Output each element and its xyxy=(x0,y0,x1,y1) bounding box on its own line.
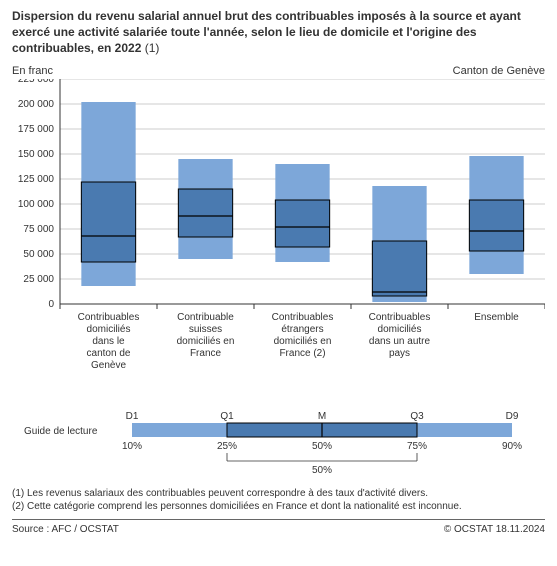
reading-guide: Guide de lecture D1 Q1 M Q3 D9 10% 25% 50% 75% 90%… xyxy=(12,405,545,481)
svg-text:50 000: 50 000 xyxy=(23,249,54,260)
footer-divider xyxy=(12,519,545,520)
figure-title-suffix: (1) xyxy=(141,41,159,55)
svg-text:150 000: 150 000 xyxy=(18,149,55,160)
footnotes: (1) Les revenus salariaux des contribuab… xyxy=(12,487,545,513)
svg-text:Contribuablesuissesdomiciliés: Contribuablesuissesdomiciliés enFrance xyxy=(177,312,235,359)
y-axis-unit-label: En franc xyxy=(12,65,53,77)
boxplot-chart: 0 25 000 50 000 75 000 100 000 125 000 150 000… xyxy=(12,79,545,349)
svg-text:225 000: 225 000 xyxy=(18,79,55,85)
svg-text:Q3: Q3 xyxy=(410,411,424,422)
svg-text:Contribuablesdomiciliésdans le: Contribuablesdomiciliésdans lecanton deG… xyxy=(78,312,140,371)
svg-text:M: M xyxy=(318,411,326,422)
svg-text:125 000: 125 000 xyxy=(18,174,55,185)
svg-text:Q1: Q1 xyxy=(220,411,234,422)
svg-text:Contribuablesétrangersdomicili: Contribuablesétrangersdomiciliés enFranc… xyxy=(272,312,334,359)
svg-text:0: 0 xyxy=(48,299,54,310)
svg-text:75 000: 75 000 xyxy=(23,224,54,235)
svg-text:D9: D9 xyxy=(506,411,519,422)
svg-text:10%: 10% xyxy=(122,441,142,452)
svg-text:Ensemble: Ensemble xyxy=(474,312,519,323)
figure-title: Dispersion du revenu salarial annuel bru… xyxy=(12,8,545,57)
svg-text:50%: 50% xyxy=(312,441,332,452)
svg-text:175 000: 175 000 xyxy=(18,124,55,135)
svg-text:25%: 25% xyxy=(217,441,237,452)
copyright-label: © OCSTAT 18.11.2024 xyxy=(444,524,545,535)
svg-text:D1: D1 xyxy=(126,411,139,422)
svg-text:Contribuablesdomiciliésdans un: Contribuablesdomiciliésdans un autrepays xyxy=(369,312,431,359)
svg-text:100 000: 100 000 xyxy=(18,199,55,210)
source-label: Source : AFC / OCSTAT xyxy=(12,524,119,535)
footnote-1: (1) Les revenus salariaux des contribuab… xyxy=(12,487,545,500)
figure-title-bold: Dispersion du revenu salarial annuel bru… xyxy=(12,9,521,55)
svg-text:200 000: 200 000 xyxy=(18,99,55,110)
svg-text:75%: 75% xyxy=(407,441,427,452)
svg-text:25 000: 25 000 xyxy=(23,274,54,285)
svg-text:Guide de lecture: Guide de lecture xyxy=(24,426,98,437)
svg-text:50%: 50% xyxy=(312,465,332,476)
region-label: Canton de Genève xyxy=(453,65,545,77)
figure-container: Dispersion du revenu salarial annuel bru… xyxy=(0,0,557,566)
footer-row: Source : AFC / OCSTAT © OCSTAT 18.11.202… xyxy=(12,524,545,535)
svg-text:90%: 90% xyxy=(502,441,522,452)
footnote-2: (2) Cette catégorie comprend les personn… xyxy=(12,500,545,513)
sub-header-row: En franc Canton de Genève xyxy=(12,65,545,77)
